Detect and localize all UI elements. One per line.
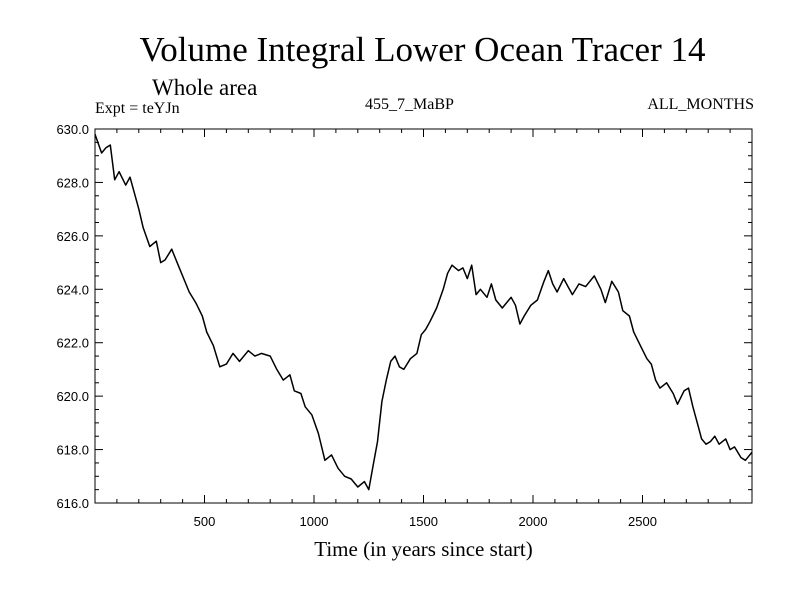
- x-tick-label: 2500: [628, 514, 657, 529]
- chart-title: Volume Integral Lower Ocean Tracer 14: [139, 30, 706, 69]
- x-tick-label: 1000: [300, 514, 329, 529]
- x-tick-label: 500: [194, 514, 216, 529]
- x-tick-label: 1500: [409, 514, 438, 529]
- months-label: ALL_MONTHS: [647, 96, 754, 113]
- chart-subtitle: Whole area: [152, 75, 258, 100]
- plot-frame: [94, 128, 753, 504]
- y-tick-label: 630.0: [56, 122, 89, 137]
- y-tick-label: 616.0: [56, 496, 89, 511]
- x-tick-label: 2000: [519, 514, 548, 529]
- y-tick-label: 622.0: [56, 336, 89, 351]
- y-tick-label: 626.0: [56, 229, 89, 244]
- series-line: [94, 134, 753, 491]
- y-tick-label: 618.0: [56, 443, 89, 458]
- tick-labels: 500 1000 1500 2000 2500 616.0 618.0 620.0 622.0 6…: [56, 122, 657, 529]
- axis-ticks: [95, 129, 752, 503]
- period-label: 455_7_MaBP: [365, 96, 454, 113]
- y-tick-label: 620.0: [56, 389, 89, 404]
- x-axis-label: Time (in years since start): [314, 537, 533, 561]
- experiment-label: Expt = teYJn: [95, 100, 180, 117]
- y-tick-label: 628.0: [56, 175, 89, 190]
- y-tick-label: 624.0: [56, 282, 89, 297]
